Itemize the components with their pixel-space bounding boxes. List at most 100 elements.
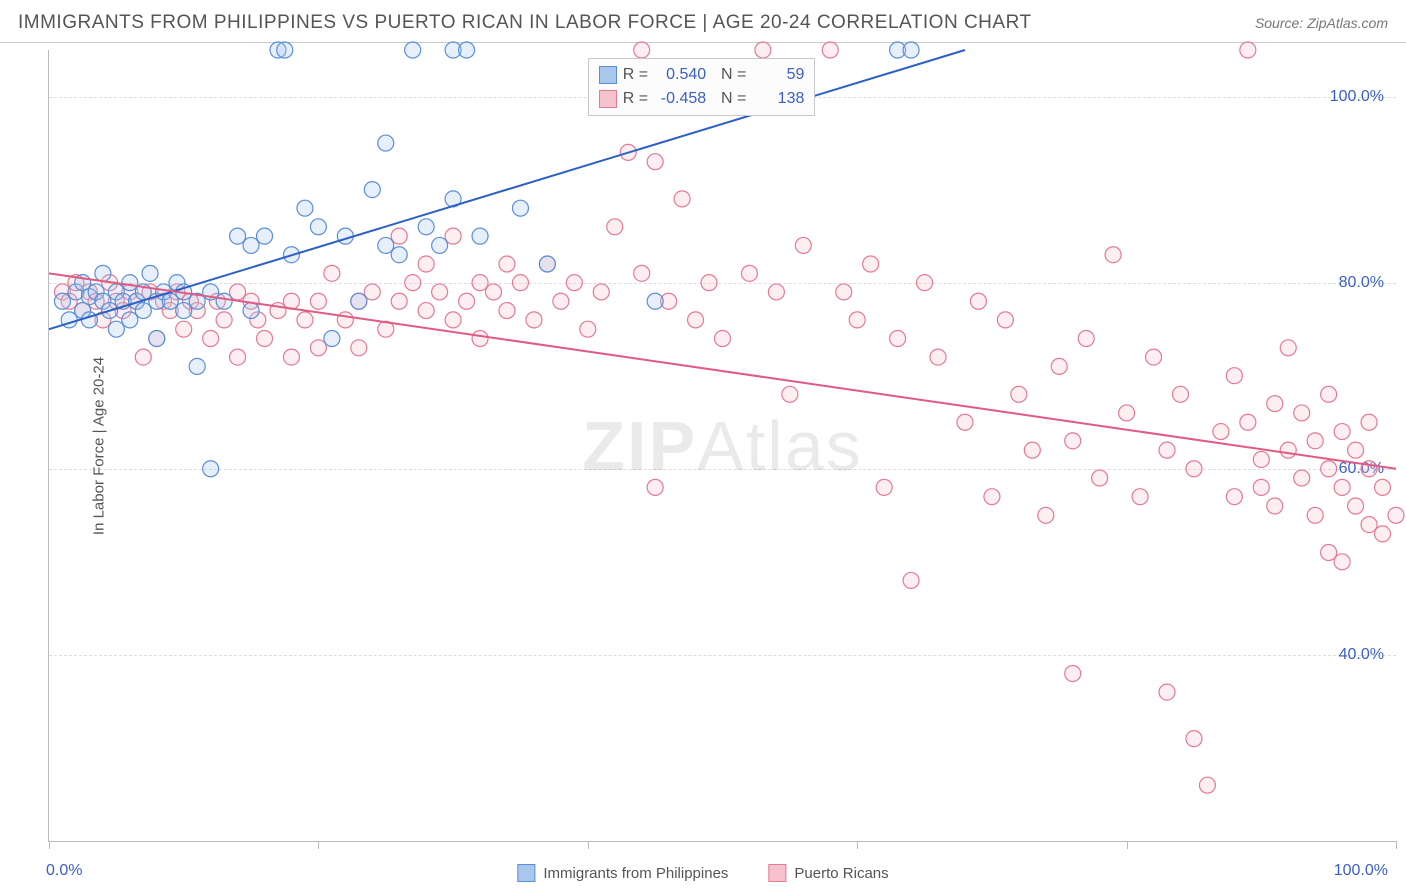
data-point bbox=[391, 247, 407, 263]
data-point bbox=[1375, 526, 1391, 542]
data-point bbox=[647, 479, 663, 495]
data-point bbox=[1051, 358, 1067, 374]
data-point bbox=[203, 461, 219, 477]
data-point bbox=[849, 312, 865, 328]
data-point bbox=[257, 228, 273, 244]
data-point bbox=[1321, 461, 1337, 477]
data-point bbox=[1011, 386, 1027, 402]
legend-label: Puerto Ricans bbox=[794, 865, 888, 882]
stats-r-value: 0.540 bbox=[654, 63, 706, 87]
data-point bbox=[863, 256, 879, 272]
chart-header: IMMIGRANTS FROM PHILIPPINES VS PUERTO RI… bbox=[0, 0, 1406, 43]
data-point bbox=[324, 330, 340, 346]
data-point bbox=[1253, 479, 1269, 495]
legend-item: Immigrants from Philippines bbox=[517, 864, 728, 882]
data-point bbox=[1159, 684, 1175, 700]
data-point bbox=[647, 154, 663, 170]
data-point bbox=[1119, 405, 1135, 421]
data-point bbox=[135, 349, 151, 365]
x-tick bbox=[49, 841, 50, 849]
x-tick bbox=[1396, 841, 1397, 849]
x-tick bbox=[588, 841, 589, 849]
data-point bbox=[822, 42, 838, 58]
x-tick bbox=[318, 841, 319, 849]
data-point bbox=[997, 312, 1013, 328]
data-point bbox=[142, 265, 158, 281]
chart-source: Source: ZipAtlas.com bbox=[1255, 15, 1388, 31]
data-point bbox=[472, 228, 488, 244]
x-tick bbox=[1127, 841, 1128, 849]
stats-row: R =0.540 N =59 bbox=[599, 63, 805, 87]
data-point bbox=[54, 293, 70, 309]
data-point bbox=[472, 275, 488, 291]
data-point bbox=[1024, 442, 1040, 458]
stats-n-label: N = bbox=[712, 87, 746, 111]
data-point bbox=[1240, 42, 1256, 58]
stats-swatch bbox=[599, 66, 617, 84]
data-point bbox=[310, 219, 326, 235]
data-point bbox=[283, 349, 299, 365]
stats-box: R =0.540 N =59R =-0.458 N =138 bbox=[588, 58, 816, 116]
data-point bbox=[391, 293, 407, 309]
data-point bbox=[903, 572, 919, 588]
stats-r-label: R = bbox=[623, 87, 648, 111]
data-point bbox=[634, 265, 650, 281]
legend-item: Puerto Ricans bbox=[768, 864, 888, 882]
data-point bbox=[1253, 451, 1269, 467]
data-point bbox=[418, 303, 434, 319]
data-point bbox=[1321, 545, 1337, 561]
data-point bbox=[391, 228, 407, 244]
data-point bbox=[984, 489, 1000, 505]
data-point bbox=[230, 349, 246, 365]
data-point bbox=[957, 414, 973, 430]
data-point bbox=[1334, 479, 1350, 495]
data-point bbox=[755, 42, 771, 58]
stats-n-value: 138 bbox=[752, 87, 804, 111]
data-point bbox=[1065, 433, 1081, 449]
data-point bbox=[459, 42, 475, 58]
stats-n-label: N = bbox=[712, 63, 746, 87]
data-point bbox=[310, 340, 326, 356]
legend-label: Immigrants from Philippines bbox=[543, 865, 728, 882]
stats-row: R =-0.458 N =138 bbox=[599, 87, 805, 111]
data-point bbox=[277, 42, 293, 58]
data-point bbox=[526, 312, 542, 328]
data-point bbox=[230, 228, 246, 244]
data-point bbox=[216, 312, 232, 328]
data-point bbox=[741, 265, 757, 281]
data-point bbox=[445, 228, 461, 244]
data-point bbox=[418, 219, 434, 235]
data-point bbox=[472, 330, 488, 346]
data-point bbox=[512, 275, 528, 291]
stats-n-value: 59 bbox=[752, 63, 804, 87]
stats-r-label: R = bbox=[623, 63, 648, 87]
data-point bbox=[1348, 498, 1364, 514]
data-point bbox=[337, 312, 353, 328]
data-point bbox=[216, 293, 232, 309]
data-point bbox=[1334, 554, 1350, 570]
data-point bbox=[566, 275, 582, 291]
legend-swatch bbox=[768, 864, 786, 882]
data-point bbox=[1267, 396, 1283, 412]
data-point bbox=[1375, 479, 1391, 495]
data-point bbox=[310, 293, 326, 309]
data-point bbox=[1038, 507, 1054, 523]
data-point bbox=[432, 237, 448, 253]
data-point bbox=[553, 293, 569, 309]
data-point bbox=[1092, 470, 1108, 486]
data-point bbox=[1199, 777, 1215, 793]
data-point bbox=[1267, 498, 1283, 514]
data-point bbox=[149, 330, 165, 346]
stats-r-value: -0.458 bbox=[654, 87, 706, 111]
data-point bbox=[688, 312, 704, 328]
data-point bbox=[593, 284, 609, 300]
data-point bbox=[230, 284, 246, 300]
data-point bbox=[701, 275, 717, 291]
data-point bbox=[917, 275, 933, 291]
data-point bbox=[351, 340, 367, 356]
data-point bbox=[203, 330, 219, 346]
data-point bbox=[1226, 368, 1242, 384]
data-point bbox=[1172, 386, 1188, 402]
x-axis-label-min: 0.0% bbox=[46, 862, 82, 880]
data-point bbox=[122, 312, 138, 328]
